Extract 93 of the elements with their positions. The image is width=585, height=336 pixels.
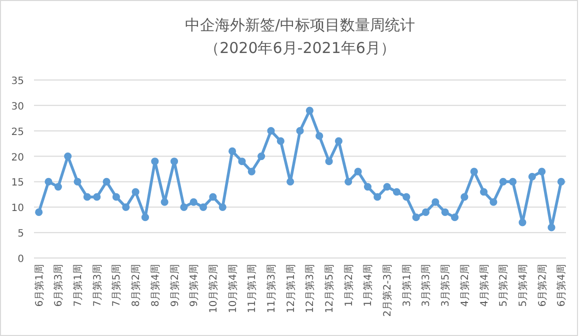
x-tick-label: 6月第3周 — [52, 264, 65, 307]
x-tick-label: 8月第4周 — [149, 264, 162, 307]
point — [490, 198, 498, 206]
x-tick-label: 6月第2周 — [536, 264, 548, 307]
x-tick-label: 6月第1周 — [33, 264, 46, 307]
y-tick-label: 30 — [11, 101, 24, 112]
point — [480, 188, 488, 196]
point — [74, 178, 82, 186]
y-tick-label: 25 — [11, 126, 24, 138]
point — [209, 193, 217, 201]
y-tick-label: 5 — [18, 228, 24, 240]
y-tick-label: 20 — [11, 152, 24, 164]
point — [64, 152, 72, 160]
point — [450, 214, 459, 222]
x-tick-label: 10月第4周 — [226, 264, 239, 314]
point — [548, 224, 556, 232]
y-tick-label: 10 — [11, 203, 24, 214]
x-tick-label: 7月第5周 — [110, 264, 123, 307]
x-tick-label: 8月第2周 — [130, 264, 142, 307]
point — [422, 208, 430, 216]
point — [344, 178, 352, 186]
x-tick-label: 12月第1周 — [284, 264, 297, 314]
point — [228, 147, 236, 155]
point — [354, 168, 362, 176]
point — [141, 214, 150, 222]
point — [402, 193, 410, 201]
point — [258, 152, 266, 160]
point — [218, 203, 226, 211]
y-tick-label: 0 — [18, 254, 24, 265]
x-tick-label: 2月第2-3周 — [382, 264, 394, 317]
point — [374, 193, 382, 201]
point — [383, 183, 391, 191]
point — [412, 214, 420, 222]
point — [276, 137, 284, 145]
x-tick-label: 4月第2周 — [458, 264, 471, 307]
x-tick-label: 1月第2周 — [342, 264, 355, 307]
point — [170, 158, 178, 166]
point — [364, 183, 372, 191]
point — [248, 168, 256, 176]
point — [238, 158, 246, 166]
point — [316, 132, 324, 140]
point — [557, 178, 565, 186]
point — [325, 158, 333, 166]
x-tick-label: 9月第2周 — [168, 264, 181, 307]
x-tick-label: 9月第4周 — [188, 264, 200, 307]
point — [286, 178, 294, 186]
point — [306, 106, 314, 114]
point — [267, 127, 275, 135]
point — [112, 193, 120, 201]
x-tick-label: 11月第1周 — [246, 264, 258, 314]
point — [470, 168, 478, 176]
x-tick-label: 5月第2周 — [498, 264, 510, 307]
point — [122, 203, 130, 211]
point — [102, 178, 110, 186]
point — [132, 188, 140, 196]
chart-title: 中企海外新签/中标项目数量周统计 — [184, 16, 416, 34]
y-tick-label: 15 — [11, 178, 24, 189]
point — [151, 158, 159, 166]
point — [538, 168, 546, 176]
x-tick-label: 5月第4周 — [516, 264, 529, 307]
x-tick-label: 1月第4周 — [362, 264, 374, 307]
point — [93, 193, 101, 201]
x-tick-label: 12月第5周 — [324, 264, 336, 314]
point — [54, 183, 62, 191]
point — [499, 178, 507, 186]
x-tick-label: 6月第4周 — [556, 264, 568, 307]
point — [392, 188, 401, 196]
point — [35, 208, 43, 216]
point — [441, 208, 449, 216]
point — [44, 178, 52, 186]
point — [528, 172, 536, 180]
x-tick-label: 4月第4周 — [478, 264, 490, 307]
x-tick-label: 3月第1周 — [400, 264, 413, 307]
point — [83, 193, 91, 201]
chart-subtitle: （2020年6月-2021年6月） — [204, 39, 396, 57]
point — [199, 203, 208, 211]
point — [160, 198, 168, 206]
x-tick-label: 3月第5周 — [440, 264, 452, 307]
point — [509, 178, 517, 186]
y-tick-label: 35 — [11, 76, 24, 87]
x-tick-label: 3月第3周 — [420, 264, 432, 307]
point — [518, 218, 526, 226]
point — [296, 127, 304, 135]
x-tick-label: 12月第3周 — [304, 264, 316, 314]
point — [190, 198, 198, 206]
point — [460, 193, 468, 201]
x-tick-label: 10月第2周 — [207, 264, 220, 314]
x-tick-label: 11月第3周 — [265, 264, 278, 314]
point — [180, 203, 188, 211]
x-tick-label: 7月第3周 — [91, 264, 104, 307]
point — [432, 198, 440, 206]
point — [334, 137, 342, 145]
x-tick-label: 7月第1周 — [72, 264, 84, 307]
